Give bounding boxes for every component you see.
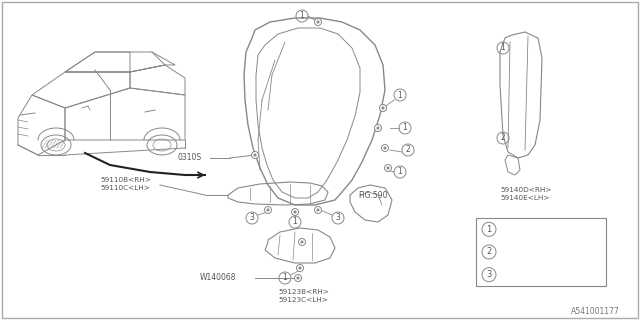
Circle shape [382, 107, 384, 109]
Text: 3: 3 [250, 213, 255, 222]
Circle shape [267, 209, 269, 211]
Circle shape [291, 209, 298, 215]
Circle shape [301, 241, 303, 243]
Circle shape [387, 167, 389, 169]
Circle shape [380, 105, 387, 111]
Text: 2: 2 [500, 133, 506, 142]
Text: 59110B<RH>: 59110B<RH> [100, 177, 151, 183]
Circle shape [377, 127, 379, 129]
Text: 59123C<LH>: 59123C<LH> [278, 297, 328, 303]
Circle shape [264, 206, 271, 213]
Circle shape [298, 238, 305, 245]
Text: 1: 1 [486, 225, 492, 234]
Text: 59140D<RH>: 59140D<RH> [500, 187, 552, 193]
Text: 59110C<LH>: 59110C<LH> [100, 185, 150, 191]
Circle shape [299, 267, 301, 269]
Text: 1: 1 [292, 218, 298, 227]
Text: 1: 1 [403, 124, 408, 132]
Text: W140068: W140068 [200, 274, 237, 283]
Text: 1: 1 [397, 91, 403, 100]
Circle shape [254, 154, 256, 156]
Text: WL40065: WL40065 [508, 225, 550, 234]
Text: 59140E<LH>: 59140E<LH> [500, 195, 550, 201]
Text: 0310S: 0310S [178, 154, 202, 163]
Circle shape [381, 145, 388, 151]
Text: FIG.590: FIG.590 [358, 190, 387, 199]
Text: 2: 2 [486, 247, 492, 257]
Circle shape [252, 151, 259, 158]
Circle shape [317, 21, 319, 23]
Text: WL40007: WL40007 [508, 270, 550, 279]
Bar [476, 218, 606, 286]
Circle shape [385, 164, 392, 172]
Circle shape [294, 211, 296, 213]
Text: 3: 3 [335, 213, 340, 222]
Circle shape [296, 265, 303, 271]
Text: 1: 1 [500, 44, 506, 52]
Circle shape [314, 206, 321, 213]
Text: A541001177: A541001177 [572, 308, 620, 316]
Text: 3: 3 [486, 270, 492, 279]
Circle shape [384, 147, 386, 149]
Text: 1: 1 [283, 274, 287, 283]
Text: 2: 2 [406, 146, 410, 155]
Text: 59123B<RH>: 59123B<RH> [278, 289, 329, 295]
Circle shape [374, 124, 381, 132]
Circle shape [294, 275, 301, 282]
Circle shape [314, 19, 321, 26]
Circle shape [317, 209, 319, 211]
Circle shape [297, 277, 300, 279]
Text: 1: 1 [300, 12, 305, 20]
Text: WL40044: WL40044 [508, 247, 550, 257]
Text: 1: 1 [397, 167, 403, 177]
